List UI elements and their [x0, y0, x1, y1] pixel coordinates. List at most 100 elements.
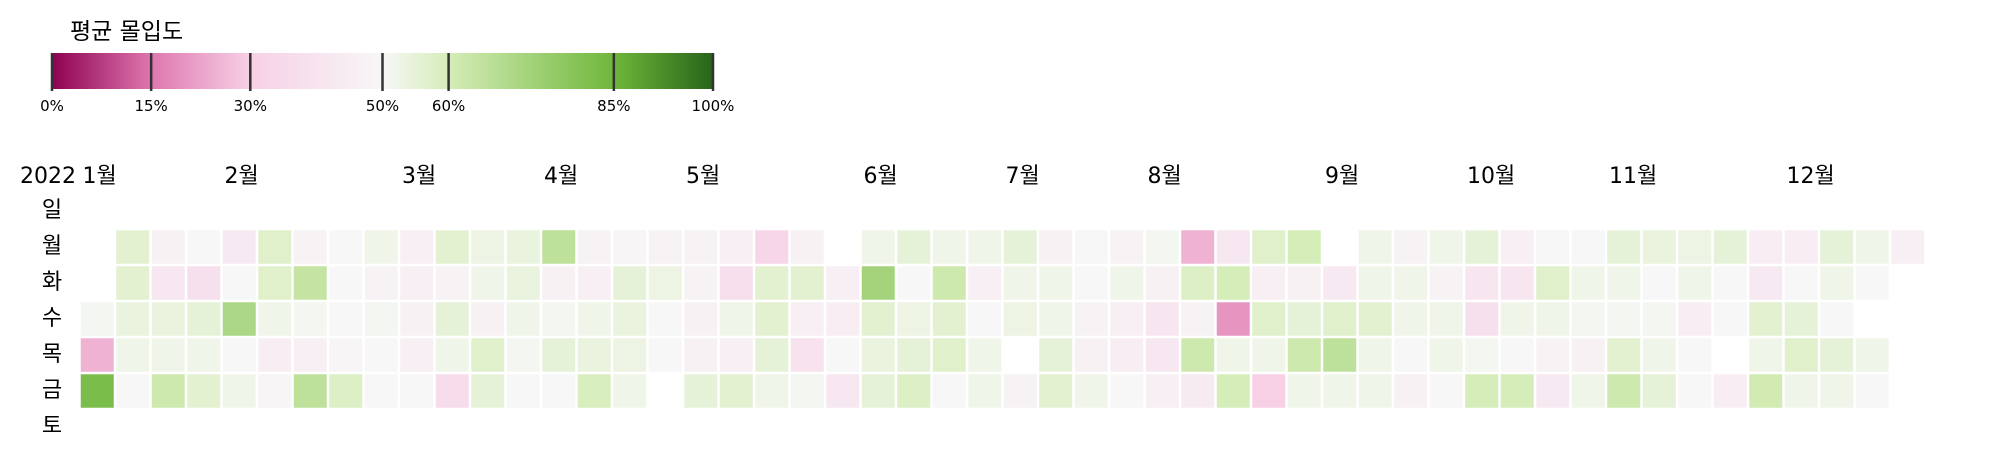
heatmap-cell[interactable] — [932, 266, 966, 300]
heatmap-cell[interactable] — [435, 266, 469, 300]
heatmap-cell[interactable] — [1678, 338, 1712, 372]
heatmap-cell[interactable] — [1039, 338, 1073, 372]
heatmap-cell[interactable] — [506, 230, 540, 264]
heatmap-cell[interactable] — [1784, 230, 1818, 264]
heatmap-cell[interactable] — [1181, 302, 1215, 336]
heatmap-cell[interactable] — [1358, 302, 1392, 336]
heatmap-cell[interactable] — [684, 374, 718, 408]
heatmap-cell[interactable] — [1074, 338, 1108, 372]
heatmap-cell[interactable] — [1465, 338, 1499, 372]
heatmap-cell[interactable] — [187, 338, 221, 372]
heatmap-cell[interactable] — [932, 374, 966, 408]
heatmap-cell[interactable] — [684, 230, 718, 264]
heatmap-cell[interactable] — [1287, 302, 1321, 336]
heatmap-cell[interactable] — [1678, 230, 1712, 264]
heatmap-cell[interactable] — [684, 266, 718, 300]
heatmap-cell[interactable] — [116, 374, 150, 408]
heatmap-cell[interactable] — [1607, 266, 1641, 300]
heatmap-cell[interactable] — [1642, 266, 1676, 300]
heatmap-cell[interactable] — [1003, 230, 1037, 264]
heatmap-cell[interactable] — [1429, 374, 1463, 408]
heatmap-cell[interactable] — [80, 374, 114, 408]
heatmap-cell[interactable] — [1287, 338, 1321, 372]
heatmap-cell[interactable] — [897, 338, 931, 372]
heatmap-cell[interactable] — [968, 338, 1002, 372]
heatmap-cell[interactable] — [364, 230, 398, 264]
heatmap-cell[interactable] — [648, 302, 682, 336]
heatmap-cell[interactable] — [1465, 374, 1499, 408]
heatmap-cell[interactable] — [116, 230, 150, 264]
heatmap-cell[interactable] — [1607, 374, 1641, 408]
heatmap-cell[interactable] — [258, 266, 292, 300]
heatmap-cell[interactable] — [151, 374, 185, 408]
heatmap-cell[interactable] — [1003, 374, 1037, 408]
heatmap-cell[interactable] — [897, 266, 931, 300]
heatmap-cell[interactable] — [790, 230, 824, 264]
heatmap-cell[interactable] — [293, 266, 327, 300]
heatmap-cell[interactable] — [684, 302, 718, 336]
heatmap-cell[interactable] — [1571, 230, 1605, 264]
heatmap-cell[interactable] — [1323, 302, 1357, 336]
heatmap-cell[interactable] — [471, 266, 505, 300]
heatmap-cell[interactable] — [719, 338, 753, 372]
heatmap-cell[interactable] — [1536, 302, 1570, 336]
heatmap-cell[interactable] — [648, 338, 682, 372]
heatmap-cell[interactable] — [968, 374, 1002, 408]
heatmap-cell[interactable] — [1465, 266, 1499, 300]
heatmap-cell[interactable] — [222, 266, 256, 300]
heatmap-cell[interactable] — [1216, 374, 1250, 408]
heatmap-cell[interactable] — [1358, 374, 1392, 408]
heatmap-cell[interactable] — [755, 338, 789, 372]
heatmap-cell[interactable] — [577, 266, 611, 300]
heatmap-cell[interactable] — [1358, 266, 1392, 300]
heatmap-cell[interactable] — [1642, 338, 1676, 372]
heatmap-cell[interactable] — [151, 338, 185, 372]
heatmap-cell[interactable] — [790, 374, 824, 408]
heatmap-cell[interactable] — [329, 302, 363, 336]
heatmap-cell[interactable] — [1642, 230, 1676, 264]
heatmap-cell[interactable] — [1039, 302, 1073, 336]
heatmap-cell[interactable] — [755, 374, 789, 408]
heatmap-cell[interactable] — [116, 266, 150, 300]
heatmap-cell[interactable] — [222, 230, 256, 264]
heatmap-cell[interactable] — [861, 302, 895, 336]
heatmap-cell[interactable] — [1713, 266, 1747, 300]
heatmap-cell[interactable] — [577, 338, 611, 372]
heatmap-cell[interactable] — [1678, 302, 1712, 336]
heatmap-cell[interactable] — [1607, 230, 1641, 264]
heatmap-cell[interactable] — [1465, 230, 1499, 264]
heatmap-cell[interactable] — [1749, 338, 1783, 372]
heatmap-cell[interactable] — [1145, 302, 1179, 336]
heatmap-cell[interactable] — [755, 230, 789, 264]
heatmap-cell[interactable] — [471, 374, 505, 408]
heatmap-cell[interactable] — [755, 266, 789, 300]
heatmap-cell[interactable] — [1074, 374, 1108, 408]
heatmap-cell[interactable] — [258, 374, 292, 408]
heatmap-cell[interactable] — [151, 266, 185, 300]
heatmap-cell[interactable] — [1749, 302, 1783, 336]
heatmap-cell[interactable] — [1820, 338, 1854, 372]
heatmap-cell[interactable] — [613, 374, 647, 408]
heatmap-cell[interactable] — [1145, 266, 1179, 300]
heatmap-cell[interactable] — [790, 266, 824, 300]
heatmap-cell[interactable] — [1820, 302, 1854, 336]
heatmap-cell[interactable] — [293, 302, 327, 336]
heatmap-cell[interactable] — [684, 338, 718, 372]
heatmap-cell[interactable] — [1784, 266, 1818, 300]
heatmap-cell[interactable] — [1039, 230, 1073, 264]
heatmap-cell[interactable] — [258, 338, 292, 372]
heatmap-cell[interactable] — [1394, 266, 1428, 300]
heatmap-cell[interactable] — [80, 338, 114, 372]
heatmap-cell[interactable] — [1323, 266, 1357, 300]
heatmap-cell[interactable] — [1358, 338, 1392, 372]
heatmap-cell[interactable] — [1145, 338, 1179, 372]
heatmap-cell[interactable] — [1074, 230, 1108, 264]
heatmap-cell[interactable] — [1110, 266, 1144, 300]
heatmap-cell[interactable] — [187, 302, 221, 336]
heatmap-cell[interactable] — [1571, 338, 1605, 372]
heatmap-cell[interactable] — [506, 338, 540, 372]
heatmap-cell[interactable] — [116, 302, 150, 336]
heatmap-cell[interactable] — [1181, 374, 1215, 408]
heatmap-cell[interactable] — [1571, 266, 1605, 300]
heatmap-cell[interactable] — [1749, 374, 1783, 408]
